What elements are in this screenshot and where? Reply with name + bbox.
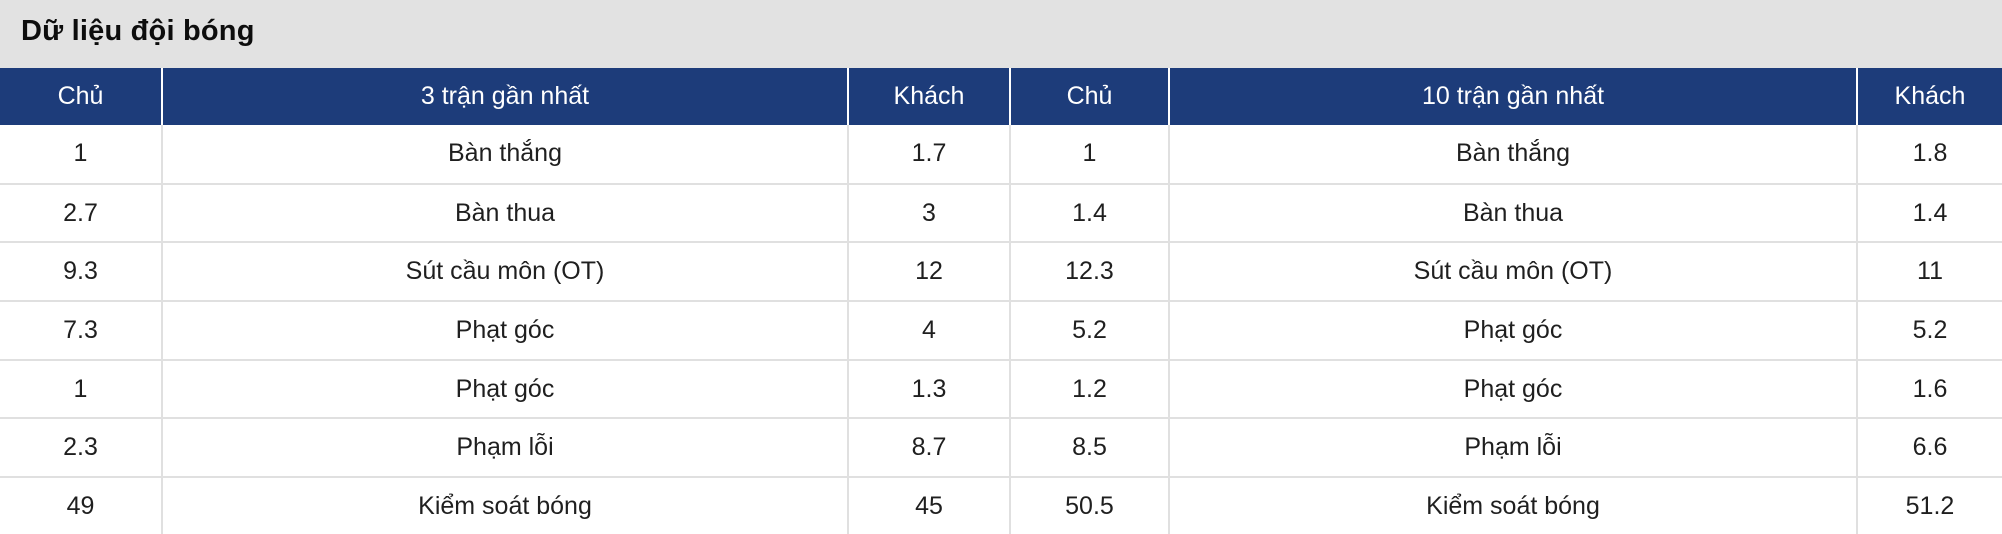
stat-value-cell: 12 [847, 241, 1010, 302]
header-home-10-matches: Chủ [1009, 68, 1169, 125]
stat-value-cell: 8.7 [847, 417, 1010, 478]
team-stats-table: Chủ 3 trận gần nhất Khách Chủ 10 trận gầ… [0, 68, 2002, 534]
stat-value-cell: 1 [1009, 125, 1169, 184]
page-title: Dữ liệu đội bóng [21, 14, 255, 47]
stat-label-cell: Kiểm soát bóng [161, 476, 848, 534]
stat-value-cell: 1.3 [847, 358, 1010, 419]
stat-value-cell: 9.3 [0, 241, 162, 302]
table-row: 49 Kiểm soát bóng 45 50.5 Kiểm soát bóng 51.2 [0, 476, 2002, 534]
stat-value-cell: 1.6 [1856, 358, 2002, 419]
stat-value-cell: 5.2 [1856, 300, 2002, 360]
table-row: 2.3 Phạm lỗi 8.7 8.5 Phạm lỗi 6.6 [0, 417, 2002, 478]
stat-value-cell: 1.4 [1856, 182, 2002, 243]
stat-label-cell: Kiểm soát bóng [1168, 476, 1857, 534]
stat-value-cell: 50.5 [1009, 476, 1169, 534]
stat-label-cell: Phạm lỗi [161, 417, 848, 478]
header-last-3-matches: 3 trận gần nhất [161, 68, 848, 125]
stat-value-cell: 45 [847, 476, 1010, 534]
table-row: 1 Phạt góc 1.3 1.2 Phạt góc 1.6 [0, 358, 2002, 419]
stat-value-cell: 1 [0, 125, 162, 184]
stat-label-cell: Phạt góc [161, 300, 848, 360]
stat-label-cell: Bàn thắng [161, 125, 848, 184]
stat-value-cell: 4 [847, 300, 1010, 360]
header-away-10-matches: Khách [1856, 68, 2002, 125]
stat-value-cell: 6.6 [1856, 417, 2002, 478]
stat-value-cell: 1.2 [1009, 358, 1169, 419]
stat-label-cell: Phạt góc [1168, 300, 1857, 360]
stat-label-cell: Bàn thua [1168, 182, 1857, 243]
table-row: 1 Bàn thắng 1.7 1 Bàn thắng 1.8 [0, 125, 2002, 184]
stat-value-cell: 12.3 [1009, 241, 1169, 302]
stat-label-cell: Sút cầu môn (OT) [161, 241, 848, 302]
stat-value-cell: 3 [847, 182, 1010, 243]
stat-value-cell: 1 [0, 358, 162, 419]
header-home-3-matches: Chủ [0, 68, 162, 125]
stat-label-cell: Bàn thắng [1168, 125, 1857, 184]
header-away-3-matches: Khách [847, 68, 1010, 125]
stat-value-cell: 1.4 [1009, 182, 1169, 243]
stat-value-cell: 7.3 [0, 300, 162, 360]
table-row: 7.3 Phạt góc 4 5.2 Phạt góc 5.2 [0, 300, 2002, 360]
stat-value-cell: 2.3 [0, 417, 162, 478]
stat-value-cell: 1.8 [1856, 125, 2002, 184]
stat-label-cell: Phạt góc [161, 358, 848, 419]
stat-label-cell: Phạt góc [1168, 358, 1857, 419]
stat-value-cell: 5.2 [1009, 300, 1169, 360]
table-row: 2.7 Bàn thua 3 1.4 Bàn thua 1.4 [0, 182, 2002, 243]
stat-value-cell: 2.7 [0, 182, 162, 243]
table-header-row: Chủ 3 trận gần nhất Khách Chủ 10 trận gầ… [0, 68, 2002, 125]
table-header: Chủ 3 trận gần nhất Khách Chủ 10 trận gầ… [0, 68, 2002, 125]
stat-label-cell: Sút cầu môn (OT) [1168, 241, 1857, 302]
stat-value-cell: 51.2 [1856, 476, 2002, 534]
stat-value-cell: 49 [0, 476, 162, 534]
stat-label-cell: Phạm lỗi [1168, 417, 1857, 478]
stat-label-cell: Bàn thua [161, 182, 848, 243]
header-last-10-matches: 10 trận gần nhất [1168, 68, 1857, 125]
section-title-bar: Dữ liệu đội bóng [0, 0, 2002, 68]
stat-value-cell: 11 [1856, 241, 2002, 302]
stat-value-cell: 8.5 [1009, 417, 1169, 478]
table-body: 1 Bàn thắng 1.7 1 Bàn thắng 1.8 2.7 Bàn thua 3 1.… [0, 125, 2002, 534]
table-row: 9.3 Sút cầu môn (OT) 12 12.3 Sút cầu môn (OT… [0, 241, 2002, 302]
stat-value-cell: 1.7 [847, 125, 1010, 184]
